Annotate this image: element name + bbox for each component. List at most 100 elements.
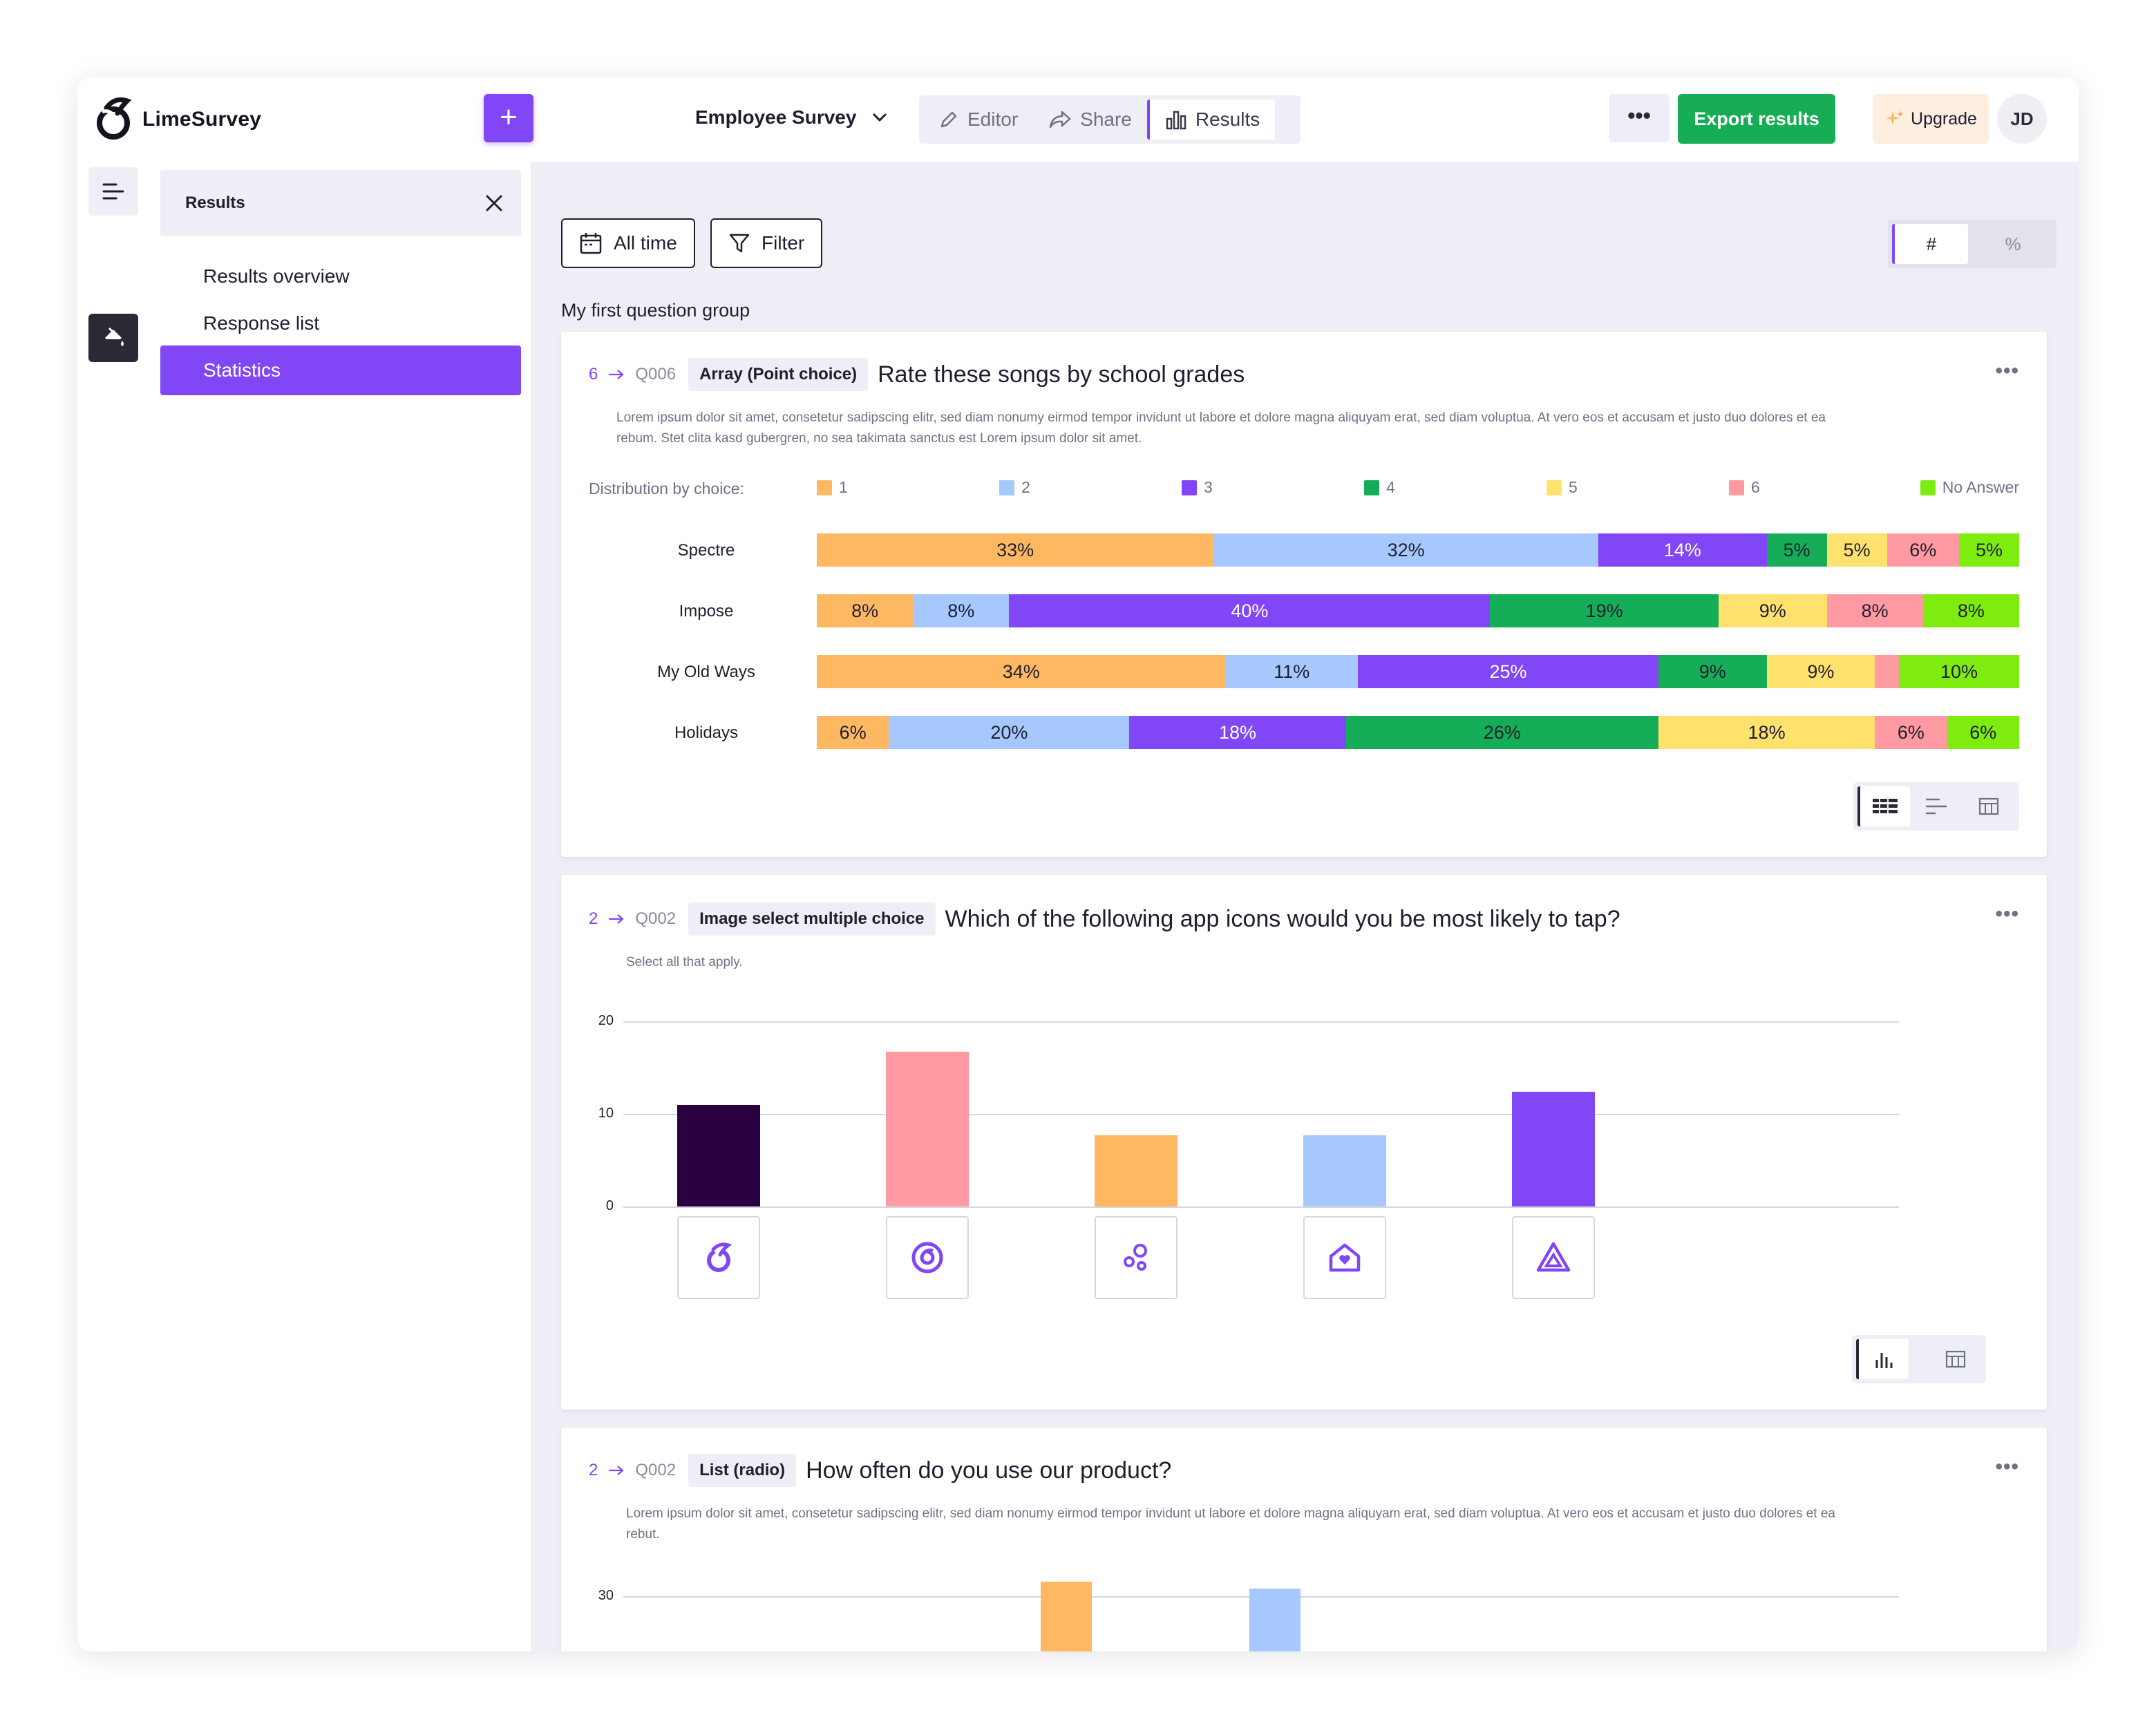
question-title: How often do you use our product?: [806, 1457, 1172, 1484]
top-bar: LimeSurvey + Employee Survey Editor Shar…: [77, 77, 2079, 162]
bar-segment[interactable]: 19%: [1490, 594, 1719, 627]
bar-segment[interactable]: 8%: [1826, 594, 1923, 627]
bar-segment[interactable]: 18%: [1658, 716, 1875, 749]
view-horizontal-button[interactable]: [1910, 786, 1963, 826]
legend-item: 2: [999, 478, 1030, 497]
answer-option-tile[interactable]: [886, 1216, 969, 1299]
menu-toggle-button[interactable]: [88, 167, 138, 216]
question-number: 6: [589, 365, 598, 383]
question-menu-button[interactable]: •••: [1995, 359, 2019, 382]
bar-segment[interactable]: 6%: [1886, 533, 1959, 567]
share-icon: [1049, 111, 1071, 129]
arrow-right-icon: [609, 914, 625, 924]
view-bar-button[interactable]: [1856, 1339, 1909, 1379]
theme-button[interactable]: [88, 314, 138, 362]
house-heart-icon: [1329, 1243, 1361, 1272]
mode-editor[interactable]: Editor: [923, 100, 1033, 140]
question-code: Q002: [635, 909, 677, 928]
bar[interactable]: [1512, 1091, 1595, 1206]
bar-segment[interactable]: 6%: [817, 716, 889, 749]
upgrade-button[interactable]: Upgrade: [1873, 94, 1989, 144]
question-header: 2 Q002 Image select multiple choice Whic…: [589, 902, 1620, 936]
answer-option-tile[interactable]: [677, 1216, 760, 1299]
legend-label: 2: [1021, 478, 1030, 496]
stacked-bar-row: 8% 8% 40% 19% 9% 8% 8%: [817, 594, 2019, 627]
bubbles-icon: [1124, 1244, 1147, 1271]
legend-swatch: [999, 480, 1014, 495]
bar-segment[interactable]: 14%: [1598, 533, 1767, 567]
sidebar-item-label: Results overview: [203, 265, 350, 287]
answer-option-tile[interactable]: [1512, 1216, 1595, 1299]
bar-segment[interactable]: 32%: [1213, 533, 1598, 567]
bar-segment[interactable]: 5%: [1766, 533, 1827, 567]
legend-item: 4: [1364, 478, 1395, 497]
sidebar-item-statistics[interactable]: Statistics: [160, 345, 521, 395]
bar-segment[interactable]: 18%: [1129, 716, 1346, 749]
bar-segment[interactable]: 25%: [1357, 655, 1658, 688]
bar-segment[interactable]: 8%: [817, 594, 914, 627]
upgrade-label: Upgrade: [1911, 108, 1977, 129]
bar[interactable]: [1249, 1588, 1301, 1651]
export-results-button[interactable]: Export results: [1678, 94, 1835, 144]
sparkle-icon: [1886, 111, 1904, 125]
bar-segment[interactable]: 9%: [1766, 655, 1875, 688]
bar[interactable]: [677, 1104, 760, 1206]
add-button[interactable]: +: [484, 94, 533, 142]
view-stacked-button[interactable]: [1857, 786, 1910, 826]
table-icon: [1945, 1350, 1966, 1368]
bar-segment[interactable]: 20%: [889, 716, 1130, 749]
bar-segment[interactable]: 9%: [1718, 594, 1827, 627]
bar-segment[interactable]: 11%: [1225, 655, 1358, 688]
menu-lines-icon: [102, 183, 124, 200]
bar[interactable]: [886, 1052, 969, 1206]
sidebar-item-results-overview[interactable]: Results overview: [160, 252, 521, 301]
time-range-button[interactable]: All time: [561, 218, 695, 268]
bar-segment[interactable]: 8%: [1922, 594, 2019, 627]
bar-segment[interactable]: 34%: [817, 655, 1226, 688]
bar-segment[interactable]: 33%: [817, 533, 1214, 567]
logo[interactable]: LimeSurvey: [94, 97, 261, 142]
chart-view-toggle: [1852, 1335, 1986, 1383]
question-menu-button[interactable]: •••: [1995, 1455, 2019, 1478]
more-options-button[interactable]: •••: [1609, 94, 1670, 142]
bar-segment[interactable]: 26%: [1345, 716, 1658, 749]
results-side-panel: Results Results overview Response list S…: [155, 162, 531, 1651]
view-table-button[interactable]: [1963, 786, 2015, 826]
bar-segment[interactable]: 10%: [1898, 655, 2019, 688]
bar[interactable]: [1095, 1135, 1178, 1206]
legend-item: 6: [1729, 478, 1760, 497]
toggle-percent[interactable]: %: [2005, 234, 2021, 254]
bar-segment[interactable]: 6%: [1947, 716, 2019, 749]
bar-segment[interactable]: 8%: [913, 594, 1010, 627]
bar[interactable]: [1303, 1135, 1386, 1206]
legend-item: 5: [1547, 478, 1578, 497]
bar-segment[interactable]: 5%: [1958, 533, 2019, 567]
filter-button[interactable]: Filter: [710, 218, 823, 268]
y-tick-label: 20: [598, 1013, 614, 1028]
arrow-right-icon: [609, 370, 625, 379]
arrow-right-icon: [609, 1466, 625, 1475]
toggle-count[interactable]: #: [1892, 224, 1968, 264]
mode-editor-label: Editor: [967, 108, 1019, 130]
mode-results[interactable]: Results: [1146, 100, 1276, 140]
mode-share[interactable]: Share: [1033, 100, 1147, 140]
view-table-button[interactable]: [1929, 1339, 1982, 1379]
gridline: [623, 1206, 1899, 1208]
question-group-title: My first question group: [561, 300, 750, 321]
bar-segment[interactable]: 40%: [1009, 594, 1491, 627]
gridline: [623, 1114, 1899, 1115]
filter-label: Filter: [762, 232, 805, 254]
answer-option-tile[interactable]: [1095, 1216, 1178, 1299]
user-avatar[interactable]: JD: [1997, 94, 2047, 144]
answer-option-tile[interactable]: [1303, 1216, 1386, 1299]
bar-segment[interactable]: 5%: [1826, 533, 1887, 567]
bar-segment[interactable]: [1875, 655, 1899, 688]
bar-segment[interactable]: 9%: [1658, 655, 1767, 688]
close-icon[interactable]: [484, 193, 504, 214]
bar[interactable]: [1041, 1582, 1092, 1651]
legend-label: 5: [1569, 478, 1578, 496]
bar-segment[interactable]: 6%: [1875, 716, 1947, 749]
question-menu-button[interactable]: •••: [1995, 902, 2019, 925]
sidebar-item-response-list[interactable]: Response list: [160, 299, 521, 348]
survey-selector[interactable]: Employee Survey: [695, 106, 888, 129]
